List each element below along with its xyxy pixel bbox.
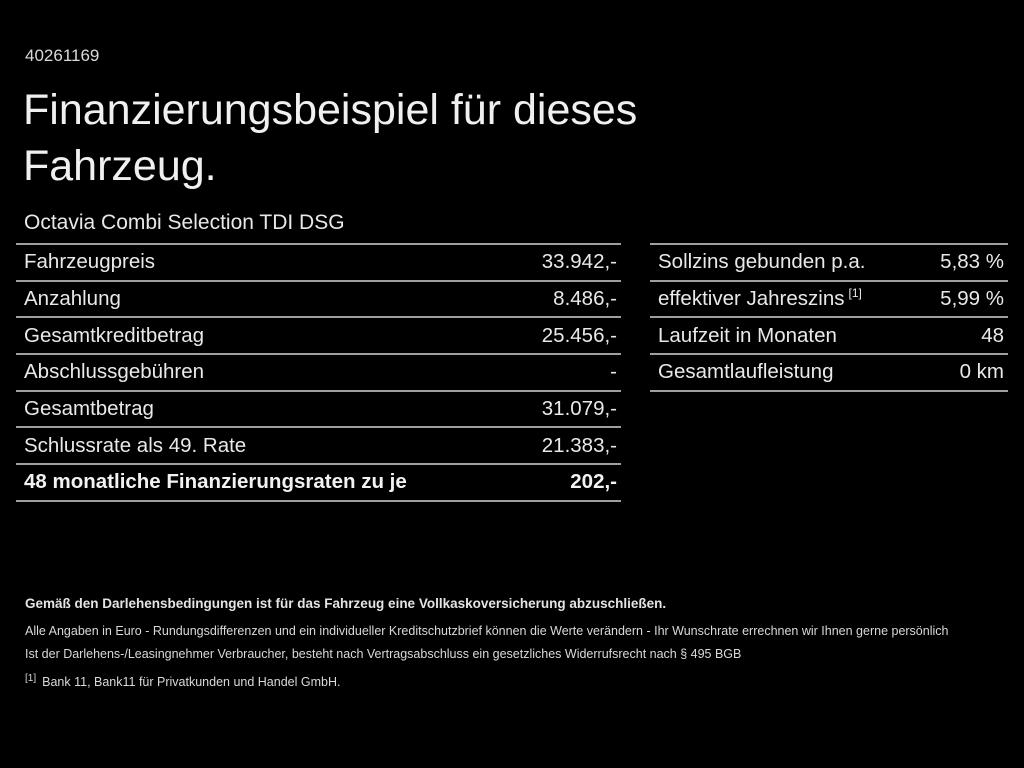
disclaimer-line: Alle Angaben in Euro - Rundungsdifferenz… <box>25 624 949 638</box>
vehicle-model-subtitle: Octavia Combi Selection TDI DSG <box>24 211 345 234</box>
financing-table-left: Fahrzeugpreis 33.942,- Anzahlung 8.486,-… <box>16 243 621 502</box>
insurance-requirement-note: Gemäß den Darlehensbedingungen ist für d… <box>25 596 667 611</box>
row-label: effektiver Jahreszins [1] <box>658 286 862 311</box>
table-row: Anzahlung 8.486,- <box>16 279 621 317</box>
table-row: Abschlussgebühren - <box>16 353 621 390</box>
table-row: Fahrzeugpreis 33.942,- <box>16 243 621 280</box>
reference-number: 40261169 <box>25 46 100 65</box>
page-title: Finanzierungsbeispiel für dieses Fahrzeu… <box>23 82 637 194</box>
row-value: 21.383,- <box>541 433 617 457</box>
legal-footer: Gemäß den Darlehensbedingungen ist für d… <box>25 596 1010 689</box>
row-value: 25.456,- <box>541 323 617 347</box>
row-label: Fahrzeugpreis <box>24 250 156 274</box>
row-label: Anzahlung <box>24 287 121 311</box>
financing-table-right: Sollzins gebunden p.a. 5,83 % effektiver… <box>650 243 1008 392</box>
row-label: Gesamtbetrag <box>24 397 154 421</box>
row-value: 5,99 % <box>940 287 1004 311</box>
footnote-reference-marker: [1] <box>848 286 862 301</box>
row-label: Gesamtkreditbetrag <box>24 323 205 347</box>
table-row: Laufzeit in Monaten 48 <box>650 316 1008 353</box>
withdrawal-right-line: Ist der Darlehens-/Leasingnehmer Verbrau… <box>25 647 742 661</box>
row-value: 5,83 % <box>940 250 1004 274</box>
row-value: - <box>610 360 617 384</box>
row-label: 48 monatliche Finanzierungsraten zu je <box>24 470 407 494</box>
row-label: Gesamtlaufleistung <box>658 360 834 384</box>
table-row: Gesamtlaufleistung 0 km <box>650 353 1008 390</box>
table-row: Sollzins gebunden p.a. 5,83 % <box>650 243 1008 280</box>
row-label: Laufzeit in Monaten <box>658 323 837 347</box>
row-value: 48 <box>981 323 1004 347</box>
row-value: 202,- <box>570 470 617 494</box>
table-row: effektiver Jahreszins [1] 5,99 % <box>650 279 1008 317</box>
table-row: Gesamtbetrag 31.079,- <box>16 389 621 427</box>
row-value: 31.079,- <box>541 397 617 421</box>
row-label: Schlussrate als 49. Rate <box>24 433 247 457</box>
table-row: Schlussrate als 49. Rate 21.383,- <box>16 426 621 463</box>
footnote-marker: [1] <box>25 672 37 684</box>
row-label: Sollzins gebunden p.a. <box>658 250 866 274</box>
table-row-monthly-rate: 48 monatliche Finanzierungsraten zu je 2… <box>16 463 621 500</box>
table-row: Gesamtkreditbetrag 25.456,- <box>16 316 621 353</box>
row-value: 33.942,- <box>541 250 617 274</box>
bank-footnote: [1] Bank 11, Bank11 für Privatkunden und … <box>25 672 1010 689</box>
footnote-text: Bank 11, Bank11 für Privatkunden und Han… <box>42 675 341 689</box>
row-value: 0 km <box>959 360 1004 384</box>
row-value: 8.486,- <box>553 287 617 311</box>
row-label: Abschlussgebühren <box>24 360 205 384</box>
page-title-line2: Fahrzeug. <box>23 142 217 190</box>
page-title-line1: Finanzierungsbeispiel für dieses <box>23 86 638 134</box>
